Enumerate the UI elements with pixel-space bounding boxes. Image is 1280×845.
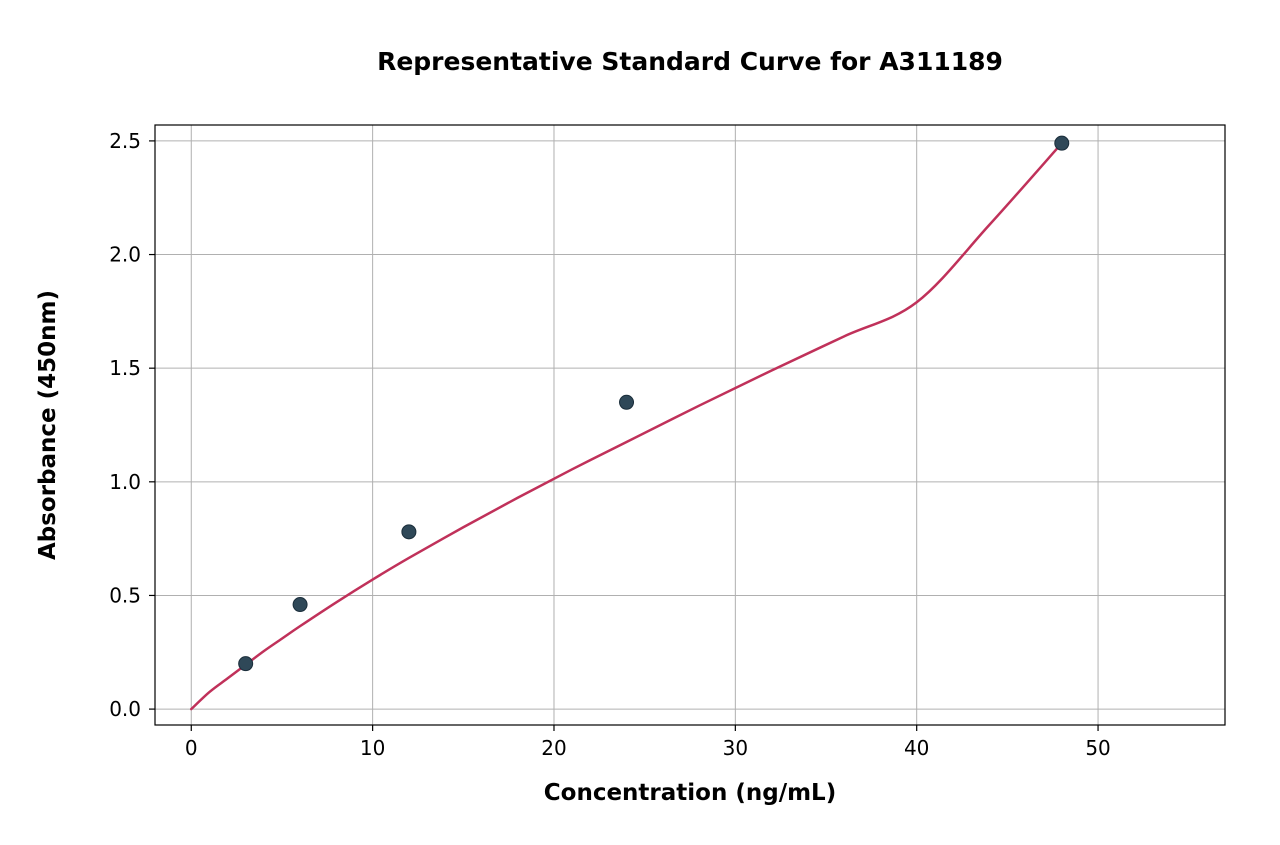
chart-title: Representative Standard Curve for A31118… [377,47,1003,76]
x-tick-label: 20 [541,736,566,760]
data-point [620,395,634,409]
y-tick-label: 2.0 [109,243,141,267]
x-tick-label: 10 [360,736,385,760]
y-tick-label: 0.5 [109,583,141,607]
x-tick-label: 0 [185,736,198,760]
y-tick-label: 0.0 [109,697,141,721]
data-point [1055,136,1069,150]
x-tick-label: 50 [1085,736,1110,760]
y-tick-label: 1.5 [109,356,141,380]
x-tick-label: 40 [904,736,929,760]
y-axis-label: Absorbance (450nm) [35,290,61,560]
y-tick-label: 1.0 [109,470,141,494]
data-point [402,525,416,539]
chart-container: 0 10 20 30 40 50 0.0 0.5 1.0 1.5 2.0 2.5 Representat… [0,0,1280,845]
y-tick-label: 2.5 [109,129,141,153]
x-axis-label: Concentration (ng/mL) [544,780,836,806]
standard-curve-chart: 0 10 20 30 40 50 0.0 0.5 1.0 1.5 2.0 2.5 Representat… [0,0,1280,845]
data-point [293,598,307,612]
x-tick-label: 30 [723,736,748,760]
data-point [239,657,253,671]
